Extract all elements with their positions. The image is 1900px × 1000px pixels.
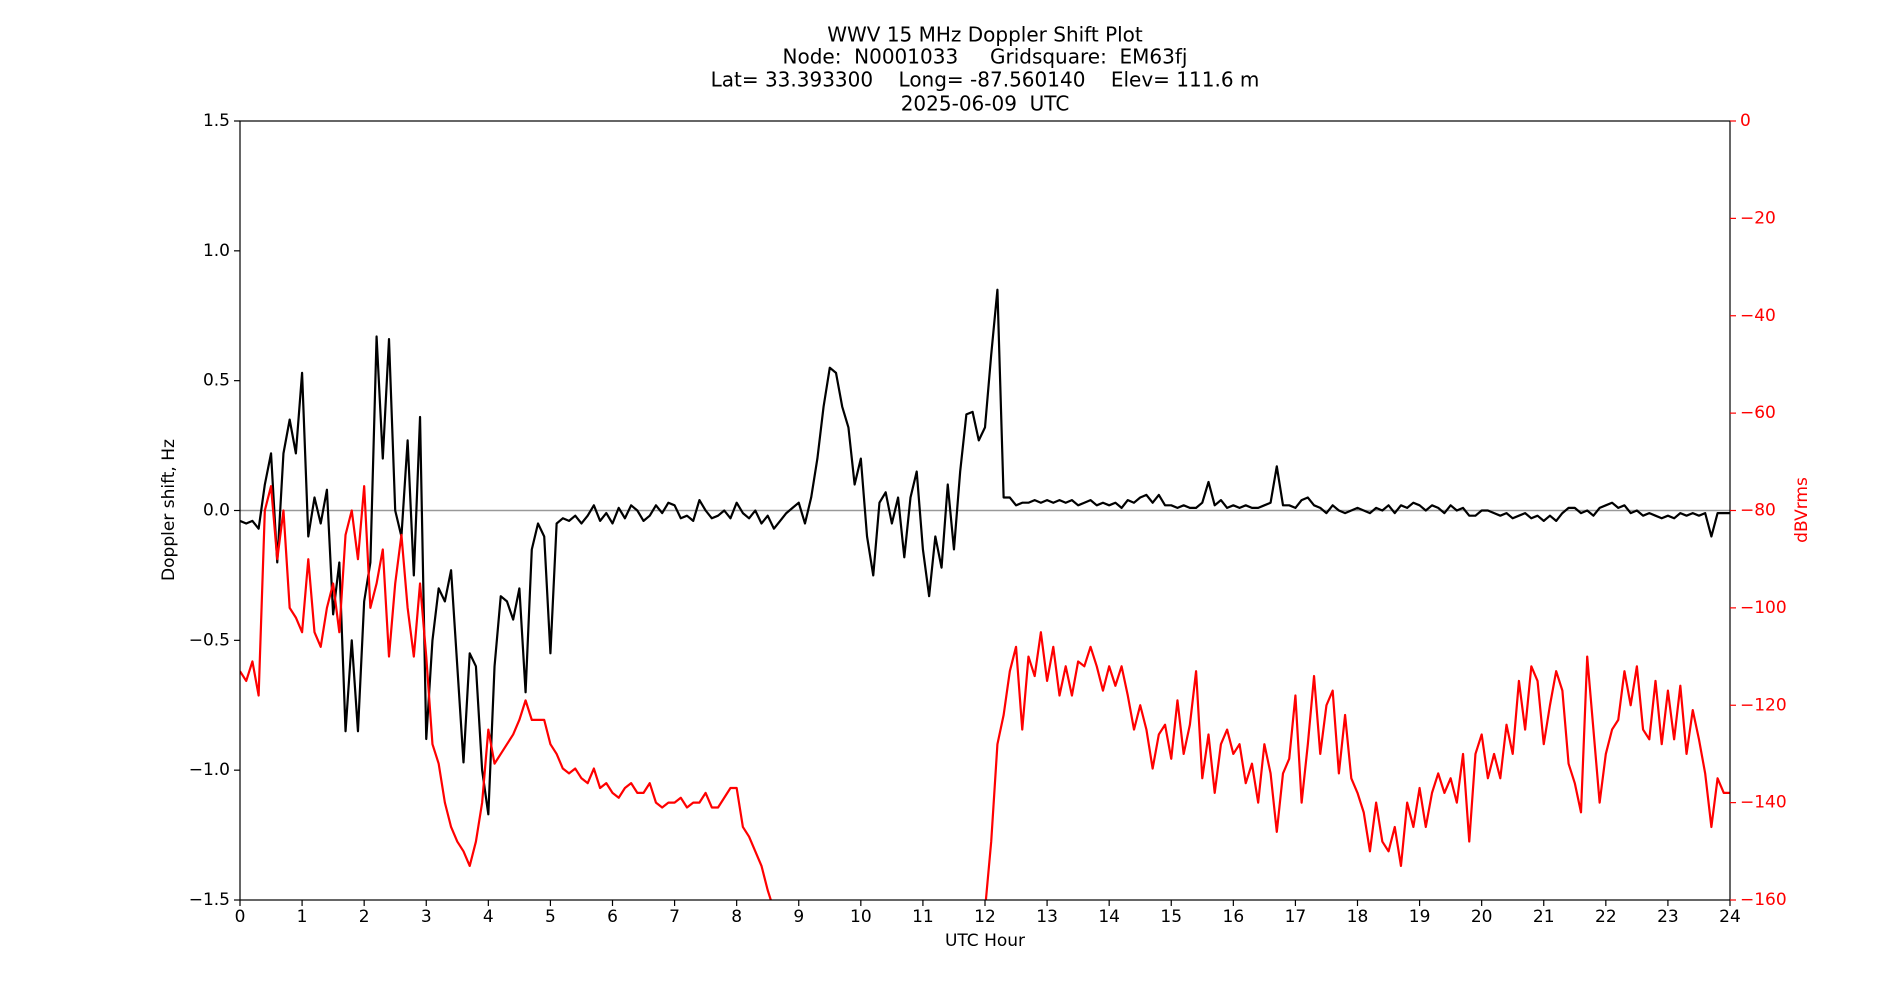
y2-tick-label: −160 xyxy=(1740,890,1787,910)
y-tick-label: −0.5 xyxy=(189,630,230,650)
y2-tick-label: 0 xyxy=(1740,111,1751,131)
x-tick-label: 18 xyxy=(1347,907,1369,927)
x-tick-label: 1 xyxy=(297,907,308,927)
y2-tick-label: −100 xyxy=(1740,598,1787,618)
x-tick-label: 9 xyxy=(793,907,804,927)
x-tick-label: 16 xyxy=(1223,907,1245,927)
x-tick-label: 22 xyxy=(1595,907,1617,927)
x-tick-label: 21 xyxy=(1533,907,1555,927)
y-tick-label: −1.0 xyxy=(189,760,230,780)
data-line xyxy=(240,485,1730,900)
x-tick-label: 8 xyxy=(731,907,742,927)
x-tick-label: 2 xyxy=(359,907,370,927)
chart-title: WWV 15 MHz Doppler Shift Plot xyxy=(827,23,1143,47)
x-tick-label: 5 xyxy=(545,907,556,927)
x-tick-label: 17 xyxy=(1285,907,1307,927)
y2-tick-label: −60 xyxy=(1740,403,1776,423)
x-tick-label: 24 xyxy=(1719,907,1741,927)
x-tick-label: 3 xyxy=(421,907,432,927)
x-tick-label: 20 xyxy=(1471,907,1493,927)
x-tick-label: 11 xyxy=(912,907,934,927)
x-tick-label: 23 xyxy=(1657,907,1679,927)
x-tick-label: 15 xyxy=(1160,907,1182,927)
y-tick-label: 1.5 xyxy=(203,111,230,131)
y-tick-label: 0.5 xyxy=(203,371,230,391)
x-tick-label: 12 xyxy=(974,907,996,927)
x-tick-label: 19 xyxy=(1409,907,1431,927)
y-tick-label: 1.0 xyxy=(203,241,230,261)
x-tick-label: 4 xyxy=(483,907,494,927)
y2-tick-label: −40 xyxy=(1740,306,1776,326)
y2-tick-label: −140 xyxy=(1740,793,1787,813)
x-tick-label: 7 xyxy=(669,907,680,927)
y2-tick-label: −80 xyxy=(1740,501,1776,521)
x-tick-label: 10 xyxy=(850,907,872,927)
x-tick-label: 13 xyxy=(1036,907,1058,927)
chart-subtitle: 2025-06-09 UTC xyxy=(901,92,1070,116)
chart-subtitle: Node: N0001033 Gridsquare: EM63fj xyxy=(783,45,1188,69)
y2-axis-label: dBVrms xyxy=(1792,477,1812,543)
y2-tick-label: −20 xyxy=(1740,208,1776,228)
y-tick-label: 0.0 xyxy=(203,501,230,521)
data-line xyxy=(240,288,1730,816)
chart-subtitle: Lat= 33.393300 Long= -87.560140 Elev= 11… xyxy=(711,68,1260,92)
y2-tick-label: −120 xyxy=(1740,695,1787,715)
x-tick-label: 6 xyxy=(607,907,618,927)
x-axis-label: UTC Hour xyxy=(945,931,1025,951)
y-axis-label: Doppler shift, Hz xyxy=(159,439,179,581)
x-tick-label: 14 xyxy=(1098,907,1120,927)
x-tick-label: 0 xyxy=(235,907,246,927)
y-tick-label: −1.5 xyxy=(189,890,230,910)
